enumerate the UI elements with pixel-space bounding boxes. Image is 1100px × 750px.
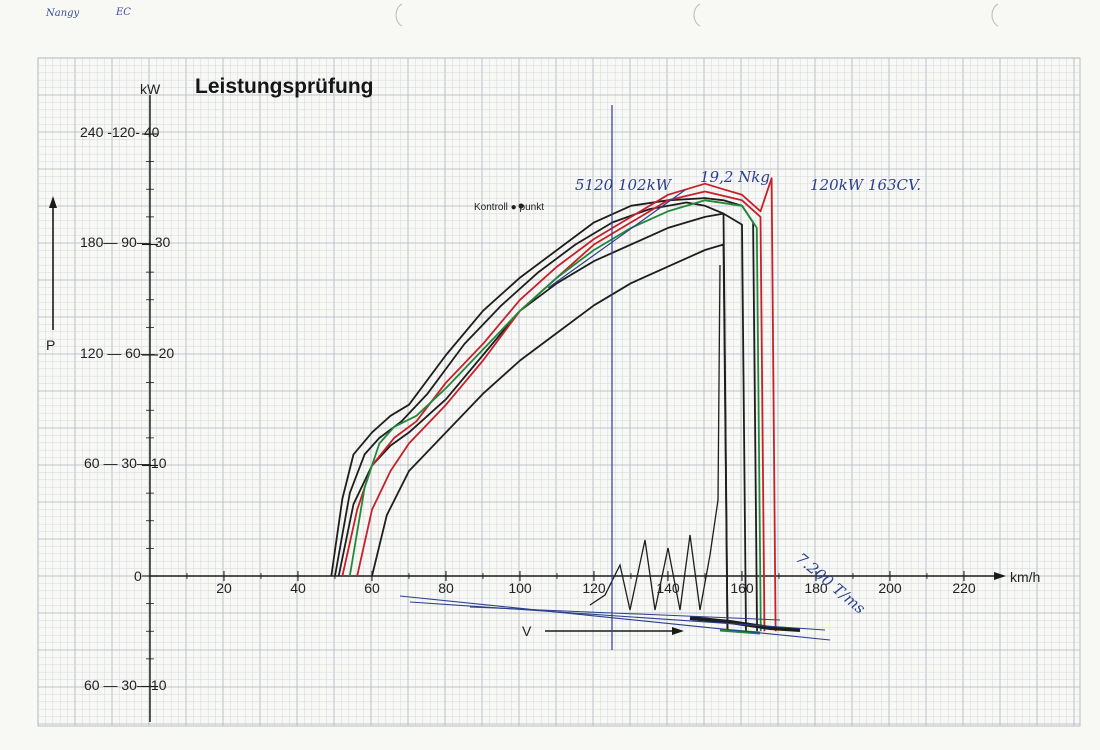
blue-baseline-1 bbox=[399, 595, 831, 641]
punch-hole-mark bbox=[991, 3, 999, 27]
y-axis-label: P bbox=[46, 337, 55, 353]
x-tick-label: 180 bbox=[804, 580, 828, 596]
v-label: V bbox=[522, 623, 532, 639]
blue-tangent-line bbox=[547, 189, 686, 289]
kontrollpunkt-dot bbox=[518, 203, 524, 209]
blue-baseline-3 bbox=[469, 606, 781, 621]
series-line-red bbox=[341, 177, 777, 632]
punch-hole-mark bbox=[395, 3, 403, 27]
corner-handwritten-note-suffix: EC bbox=[115, 7, 131, 18]
y-unit-label: kW bbox=[140, 81, 161, 97]
grid bbox=[37, 57, 1080, 726]
blue-baseline-2 bbox=[409, 601, 826, 631]
oscillation-trace bbox=[589, 264, 721, 611]
corner-handwritten-note: Nangy bbox=[45, 8, 80, 19]
x-tick-label: 20 bbox=[216, 580, 232, 596]
x-axis-arrow bbox=[994, 572, 1006, 580]
velocity-arrow-head bbox=[672, 627, 684, 635]
x-tick-label: 220 bbox=[952, 580, 976, 596]
handwritten-weight: 19,2 Nkg bbox=[700, 168, 770, 186]
series-line-black bbox=[334, 201, 747, 632]
handwritten-max-power: 5120 102kW bbox=[575, 176, 673, 194]
series-line-black bbox=[371, 243, 729, 632]
power-arrow-head bbox=[49, 196, 57, 208]
y-tick-label: 60 — 30—10 bbox=[84, 677, 167, 693]
x-tick-label: 60 bbox=[364, 580, 380, 596]
handwritten-power-cv: 120kW 163CV. bbox=[810, 176, 921, 194]
y-tick-label: 240 -120- 40 bbox=[80, 124, 160, 140]
x-tick-label: 200 bbox=[878, 580, 902, 596]
chart-title: Leistungsprüfung bbox=[195, 75, 373, 98]
x-tick-label: 120 bbox=[582, 580, 606, 596]
series-line-black bbox=[330, 197, 758, 632]
y-tick-label: 60 — 30—10 bbox=[84, 455, 167, 471]
x-tick-label: 80 bbox=[438, 580, 454, 596]
x-tick-label: 140 bbox=[656, 580, 680, 596]
kontrollpunkt-label: Kontroll ● punkt bbox=[474, 202, 544, 213]
punch-hole-mark bbox=[693, 3, 701, 27]
x-tick-label: 100 bbox=[508, 580, 532, 596]
axes: 20 40 60 80 100 120 140 160 180 200 220 bbox=[142, 95, 1006, 722]
series-line-green bbox=[348, 199, 762, 632]
y-tick-label: 120 — 60— 20 bbox=[80, 345, 174, 361]
x-axis-label: km/h bbox=[1010, 569, 1040, 585]
paper-border bbox=[37, 57, 1081, 727]
y-tick-label: 180— 90— 30 bbox=[80, 234, 170, 250]
y-tick-label: 0 bbox=[134, 568, 142, 584]
x-tick-label: 40 bbox=[290, 580, 306, 596]
x-tick-label: 160 bbox=[730, 580, 754, 596]
